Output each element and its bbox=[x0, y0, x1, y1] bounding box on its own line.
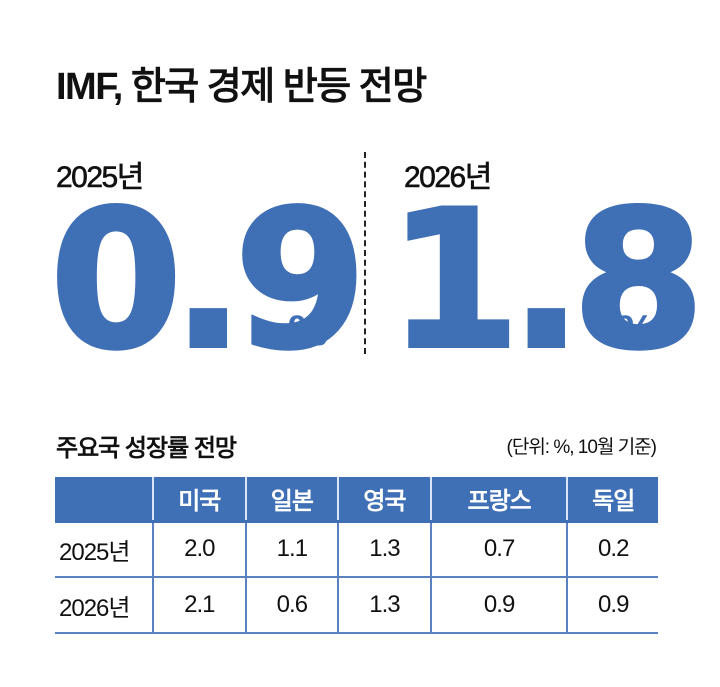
page-title: IMF, 한국 경제 반등 전망 bbox=[56, 66, 427, 108]
growth-table: 미국 일본 영국 프랑스 독일 2025년 2.0 1.1 1.3 0.7 0.… bbox=[55, 477, 658, 634]
header-cell-empty bbox=[55, 477, 153, 521]
unit-note: (단위: %, 10월 기준) bbox=[506, 437, 657, 458]
table-cell: 0.9 bbox=[429, 577, 568, 634]
dashed-divider bbox=[364, 152, 366, 354]
table-row: 2026년 2.1 0.6 1.3 0.9 0.9 bbox=[55, 577, 658, 634]
year-label-2026: 2026년 bbox=[404, 161, 493, 195]
row-label: 2025년 bbox=[55, 519, 153, 578]
table-cell: 1.1 bbox=[244, 519, 339, 578]
table-row: 2025년 2.0 1.1 1.3 0.7 0.2 bbox=[55, 519, 658, 578]
table-cell: 1.3 bbox=[337, 519, 431, 578]
percent-unit-2025: % bbox=[288, 309, 329, 355]
header-cell-usa: 미국 bbox=[152, 477, 246, 521]
table-cell: 2.1 bbox=[152, 577, 246, 634]
table-header-row: 미국 일본 영국 프랑스 독일 bbox=[55, 477, 658, 521]
header-cell-japan: 일본 bbox=[244, 477, 339, 521]
growth-value-2025: 0.9 bbox=[48, 170, 369, 391]
table-cell: 2.0 bbox=[152, 519, 246, 578]
header-cell-france: 프랑스 bbox=[429, 477, 568, 521]
row-label: 2026년 bbox=[55, 577, 153, 634]
header-cell-uk: 영국 bbox=[337, 477, 431, 521]
header-cell-germany: 독일 bbox=[566, 477, 658, 521]
table-cell: 0.2 bbox=[566, 519, 658, 578]
table-cell: 0.9 bbox=[566, 577, 658, 634]
growth-value-2026: 1.8 bbox=[386, 170, 707, 391]
table-cell: 0.7 bbox=[429, 519, 568, 578]
percent-unit-2026: % bbox=[616, 309, 657, 355]
table-cell: 1.3 bbox=[337, 577, 431, 634]
year-label-2025: 2025년 bbox=[56, 161, 145, 195]
table-cell: 0.6 bbox=[244, 577, 339, 634]
section-title: 주요국 성장률 전망 bbox=[56, 435, 237, 462]
